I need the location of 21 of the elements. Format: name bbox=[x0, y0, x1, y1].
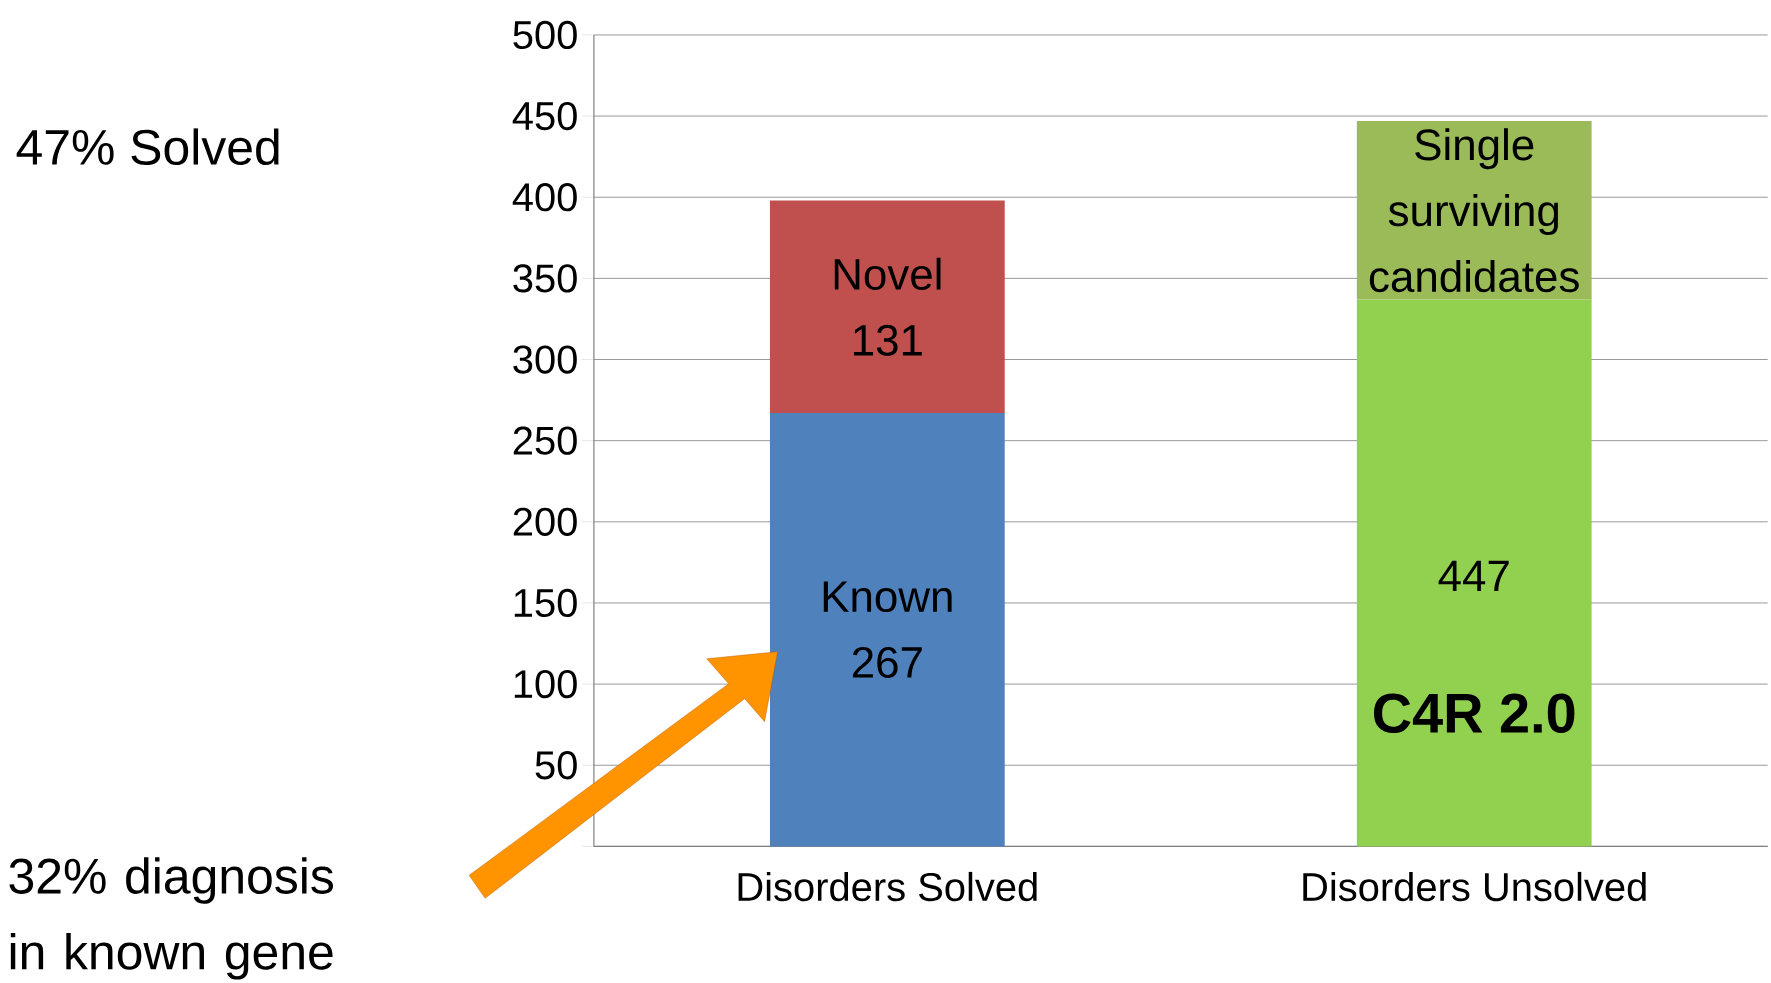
series-label: Novel bbox=[834, 257, 941, 290]
text: 32% diagnosis in known gene bbox=[9, 857, 334, 980]
y-tick-label: 350 bbox=[513, 264, 577, 293]
x-tick-label: Disorders Solved bbox=[738, 871, 1037, 902]
data-label: 131 bbox=[854, 324, 922, 356]
y-tick-label: 250 bbox=[513, 426, 577, 455]
y-tick-label: 150 bbox=[514, 588, 577, 618]
text: 47% Solved bbox=[16, 128, 279, 166]
y-tick-label: 200 bbox=[513, 507, 577, 536]
total-label: 447 bbox=[1438, 560, 1509, 592]
x-tick-label: Disorders Unsolved bbox=[1303, 871, 1646, 902]
y-tick-label: 500 bbox=[513, 20, 577, 50]
annotation: C4R 2.0 bbox=[1374, 693, 1575, 734]
series-label: Known bbox=[823, 581, 952, 613]
y-tick-label: 450 bbox=[512, 101, 577, 131]
y-tick-label: 50 bbox=[535, 751, 577, 780]
data-label: 267 bbox=[852, 646, 922, 679]
series-label: Single surviving candidates bbox=[1369, 128, 1579, 293]
y-tick-label: 300 bbox=[513, 345, 577, 374]
y-tick-label: 400 bbox=[512, 183, 577, 212]
y-tick-label: 100 bbox=[514, 670, 577, 699]
